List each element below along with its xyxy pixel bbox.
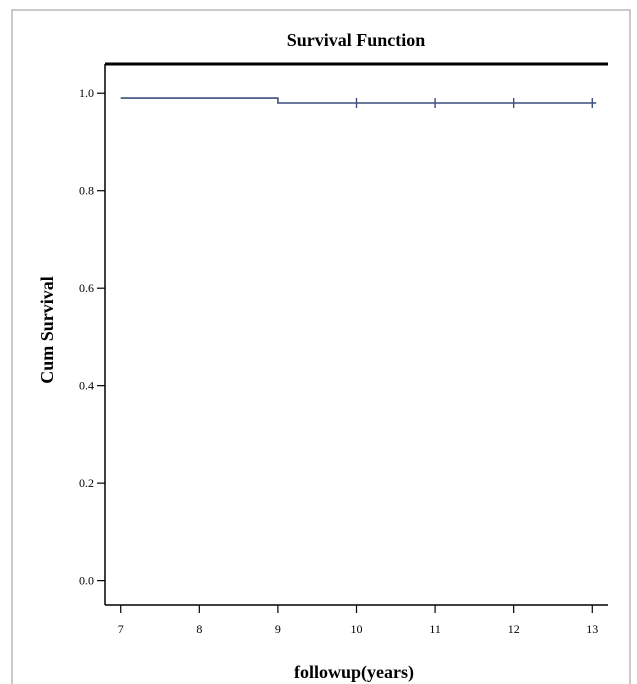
x-tick-label: 13 — [586, 622, 598, 636]
y-tick-label: 0.4 — [79, 379, 94, 393]
y-tick-label: 0.0 — [79, 574, 94, 588]
x-tick-label: 8 — [196, 622, 202, 636]
x-tick-label: 9 — [275, 622, 281, 636]
axes: 0.0 0.2 0.4 0.6 0.8 1.0 7 8 9 10 11 12 13 — [79, 64, 608, 636]
y-tick-label: 0.6 — [79, 281, 94, 295]
y-axis-title: Cum Survival — [37, 276, 57, 384]
y-tick-label: 0.8 — [79, 184, 94, 198]
x-axis-title: followup(years) — [294, 662, 414, 683]
chart-frame — [11, 9, 631, 684]
survival-curve — [120, 97, 597, 104]
x-tick-label: 7 — [118, 622, 124, 636]
y-tick-label: 0.2 — [79, 476, 94, 490]
x-tick-label: 10 — [351, 622, 363, 636]
x-tick-label: 12 — [508, 622, 520, 636]
chart-title: Survival Function — [287, 30, 426, 50]
plot-area — [120, 97, 597, 108]
y-tick-label: 1.0 — [79, 86, 94, 100]
x-tick-label: 11 — [429, 622, 441, 636]
